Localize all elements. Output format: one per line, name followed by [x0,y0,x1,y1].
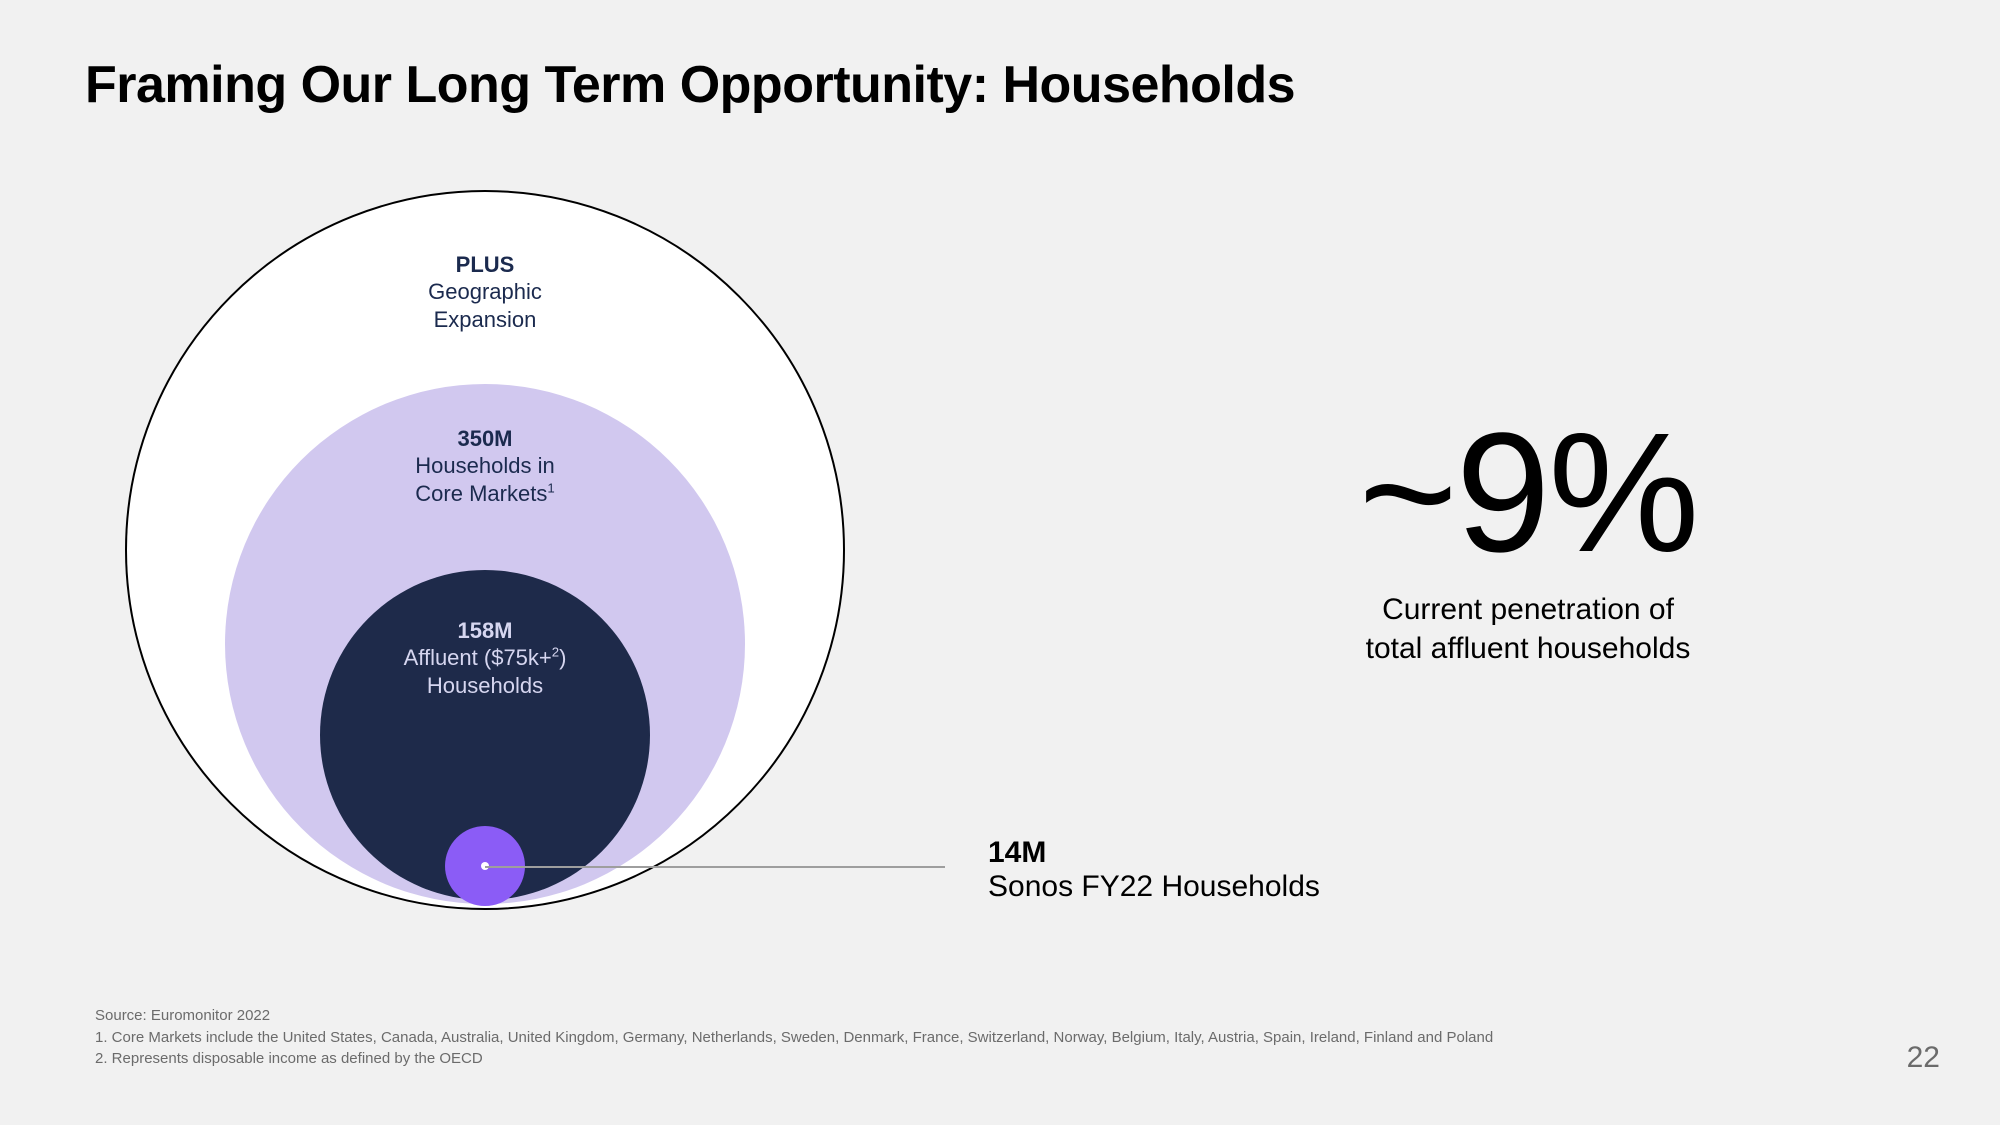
circle-outer-sub2: Expansion [127,306,843,334]
callout-subline: Sonos FY22 Households [988,870,1320,904]
circle-middle-headline: 350M [225,426,745,452]
penetration-caption: Current penetration of total affluent ho… [1258,590,1798,668]
callout-text-sonos-households: 14M Sonos FY22 Households [988,836,1320,904]
footnote-1: 1. Core Markets include the United State… [95,1027,1493,1049]
circle-middle-label: 350M Households in Core Markets1 [225,426,745,507]
penetration-caption-l2: total affluent households [1258,629,1798,668]
penetration-caption-l1: Current penetration of [1258,590,1798,629]
circle-outer-label: PLUS Geographic Expansion [127,252,843,333]
circle-middle-sub2: Core Markets1 [225,480,745,508]
circle-inner-label: 158M Affluent ($75k+2) Households [320,618,650,699]
circle-inner-sub1: Affluent ($75k+2) [320,644,650,672]
circle-outer-sub1: Geographic [127,278,843,306]
nested-circle-diagram: PLUS Geographic Expansion 350M Household… [125,190,845,910]
circle-inner-sub2: Households [320,672,650,700]
circle-inner-headline: 158M [320,618,650,644]
footnotes: Source: Euromonitor 2022 1. Core Markets… [95,1005,1493,1070]
footnote-source: Source: Euromonitor 2022 [95,1005,1493,1027]
footnote-2: 2. Represents disposable income as defin… [95,1048,1493,1070]
callout-headline: 14M [988,836,1320,870]
circle-middle-sub1: Households in [225,452,745,480]
penetration-big-number: ~9% [1228,395,1828,591]
page-title: Framing Our Long Term Opportunity: House… [85,55,1295,115]
circle-outer-headline: PLUS [127,252,843,278]
callout-line [485,866,945,868]
page-number: 22 [1907,1041,1940,1075]
